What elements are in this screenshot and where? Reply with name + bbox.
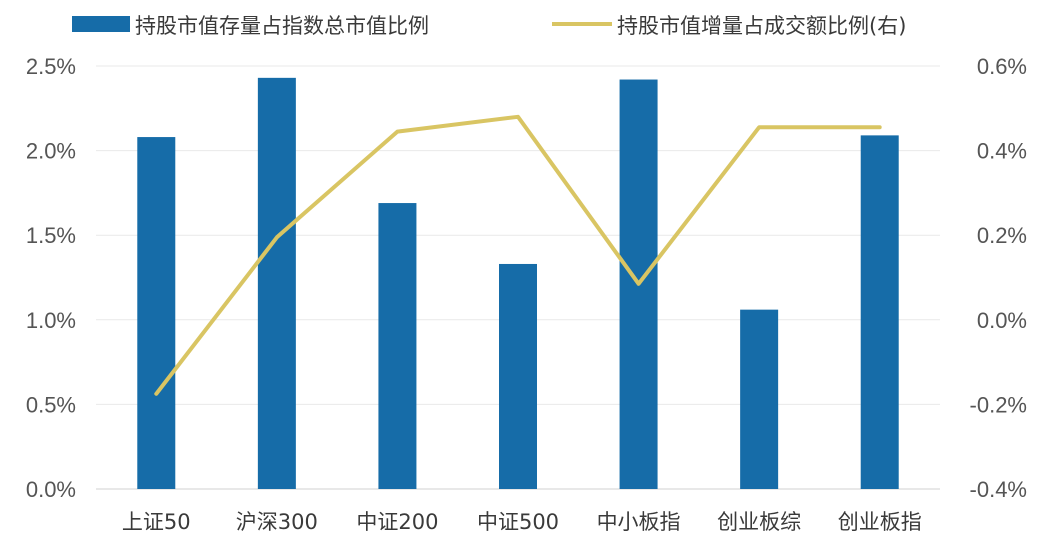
- line-point: [758, 126, 760, 128]
- line-point: [396, 131, 398, 133]
- right-axis-tick: 0.6%: [977, 54, 1027, 79]
- legend-bar-swatch: [72, 16, 130, 32]
- line-point: [517, 116, 519, 118]
- line-series: [154, 114, 882, 396]
- left-axis-ticks: 0.0% 0.5% 1.0% 1.5% 2.0% 2.5%: [26, 54, 76, 502]
- left-axis-tick: 2.0%: [26, 139, 76, 164]
- legend: 持股市值存量占指数总市值比例 持股市值增量占成交额比例(右): [72, 14, 906, 38]
- bar: [740, 309, 779, 489]
- line-point: [638, 283, 640, 285]
- category-label: 创业板综: [717, 510, 801, 534]
- left-axis-tick: 1.0%: [26, 308, 76, 333]
- left-axis-tick: 1.5%: [26, 223, 76, 248]
- category-label: 中证200: [356, 510, 438, 534]
- left-axis-tick: 0.5%: [26, 392, 76, 417]
- legend-bar-label: 持股市值存量占指数总市值比例: [135, 14, 429, 38]
- right-axis-ticks: -0.4% -0.2% 0.0% 0.2% 0.4% 0.6%: [970, 54, 1027, 502]
- bar-series: [137, 77, 899, 490]
- left-axis-tick: 2.5%: [26, 54, 76, 79]
- bar: [378, 203, 417, 489]
- legend-line-label: 持股市值增量占成交额比例(右): [617, 14, 906, 38]
- line-point: [879, 126, 881, 128]
- bar: [499, 263, 537, 489]
- category-label: 创业板指: [838, 510, 922, 534]
- left-axis-tick: 0.0%: [26, 477, 76, 502]
- category-label: 上证50: [122, 510, 191, 534]
- line-point: [155, 393, 157, 395]
- right-axis-tick: -0.4%: [970, 477, 1027, 502]
- right-axis-tick: 0.4%: [977, 139, 1027, 164]
- bar: [257, 77, 296, 490]
- bar: [137, 137, 176, 489]
- bar: [860, 135, 899, 489]
- category-label: 中小板指: [597, 510, 681, 534]
- right-axis-tick: 0.2%: [977, 223, 1027, 248]
- line-point: [276, 236, 278, 238]
- category-label: 中证500: [477, 510, 559, 534]
- right-axis-tick: -0.2%: [970, 392, 1027, 417]
- right-axis-tick: 0.0%: [977, 308, 1027, 333]
- category-label: 沪深300: [236, 510, 318, 534]
- category-labels: 上证50 沪深300 中证200 中证500 中小板指 创业板综 创业板指: [122, 510, 922, 534]
